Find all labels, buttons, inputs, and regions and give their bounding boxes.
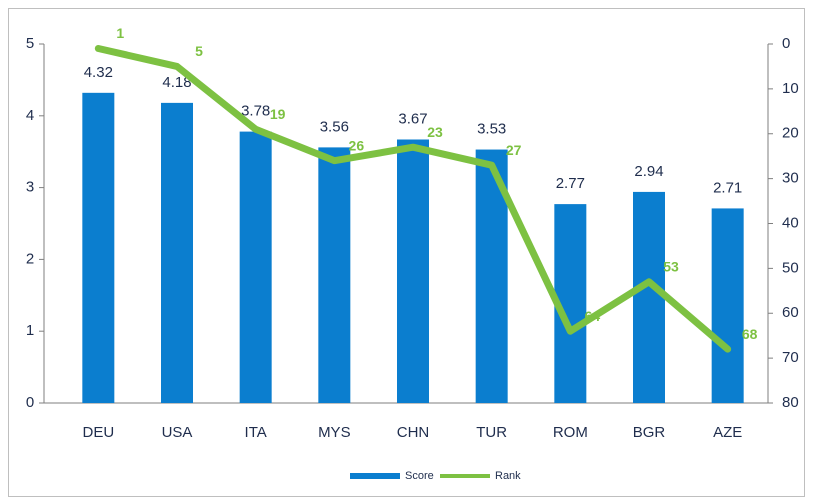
- line-value-label: 64: [585, 308, 601, 324]
- legend-swatch: [350, 473, 400, 479]
- line-value-label: 5: [195, 43, 203, 59]
- y2-tick-label: 0: [782, 35, 790, 52]
- y2-tick-label: 40: [782, 214, 799, 231]
- bar-value-label: 2.77: [556, 175, 585, 192]
- x-tick-label: ROM: [553, 424, 588, 441]
- x-tick-label: AZE: [713, 424, 742, 441]
- bar: [711, 208, 744, 403]
- line-value-label: 27: [506, 142, 522, 158]
- bar: [318, 147, 351, 403]
- x-tick-label: BGR: [633, 424, 666, 441]
- y-tick-label: 4: [26, 107, 34, 124]
- y2-tick-label: 80: [782, 394, 799, 411]
- bar-value-label: 3.56: [320, 118, 349, 135]
- y-tick-label: 5: [26, 35, 34, 52]
- y2-tick-label: 30: [782, 170, 799, 187]
- y2-tick-label: 20: [782, 125, 799, 142]
- y2-tick-label: 10: [782, 80, 799, 97]
- y-tick-label: 3: [26, 179, 34, 196]
- bar-value-label: 4.18: [162, 74, 191, 91]
- y2-tick-label: 50: [782, 259, 799, 276]
- line-value-label: 68: [742, 326, 758, 342]
- bar-value-label: 3.78: [241, 103, 270, 120]
- line-value-label: 19: [270, 106, 286, 122]
- bar: [239, 131, 272, 403]
- line-value-label: 23: [427, 124, 443, 140]
- y-tick-label: 2: [26, 250, 34, 267]
- legend-label: Score: [405, 470, 434, 482]
- rank-line: [94, 44, 732, 353]
- legend-label: Rank: [495, 470, 521, 482]
- line-value-label: 1: [116, 25, 124, 41]
- x-tick-label: USA: [162, 424, 193, 441]
- y-tick-label: 0: [26, 394, 34, 411]
- x-tick-label: TUR: [476, 424, 507, 441]
- bar-value-label: 4.32: [84, 64, 113, 81]
- bar-value-label: 2.94: [634, 163, 663, 180]
- bar: [161, 102, 193, 403]
- line-value-label: 53: [663, 259, 679, 275]
- bar-value-label: 3.53: [477, 121, 506, 138]
- y2-tick-label: 60: [782, 304, 799, 321]
- bar: [82, 92, 115, 403]
- x-tick-label: CHN: [397, 424, 430, 441]
- x-tick-label: ITA: [245, 424, 267, 441]
- x-tick-label: MYS: [318, 424, 351, 441]
- bar: [633, 191, 665, 403]
- bar-value-label: 2.71: [713, 179, 742, 196]
- x-tick-label: DEU: [82, 424, 114, 441]
- bar: [397, 139, 429, 403]
- y-tick-label: 1: [26, 322, 34, 339]
- line-value-label: 26: [349, 137, 365, 153]
- y2-tick-label: 70: [782, 349, 799, 366]
- bar-value-label: 3.67: [398, 110, 427, 127]
